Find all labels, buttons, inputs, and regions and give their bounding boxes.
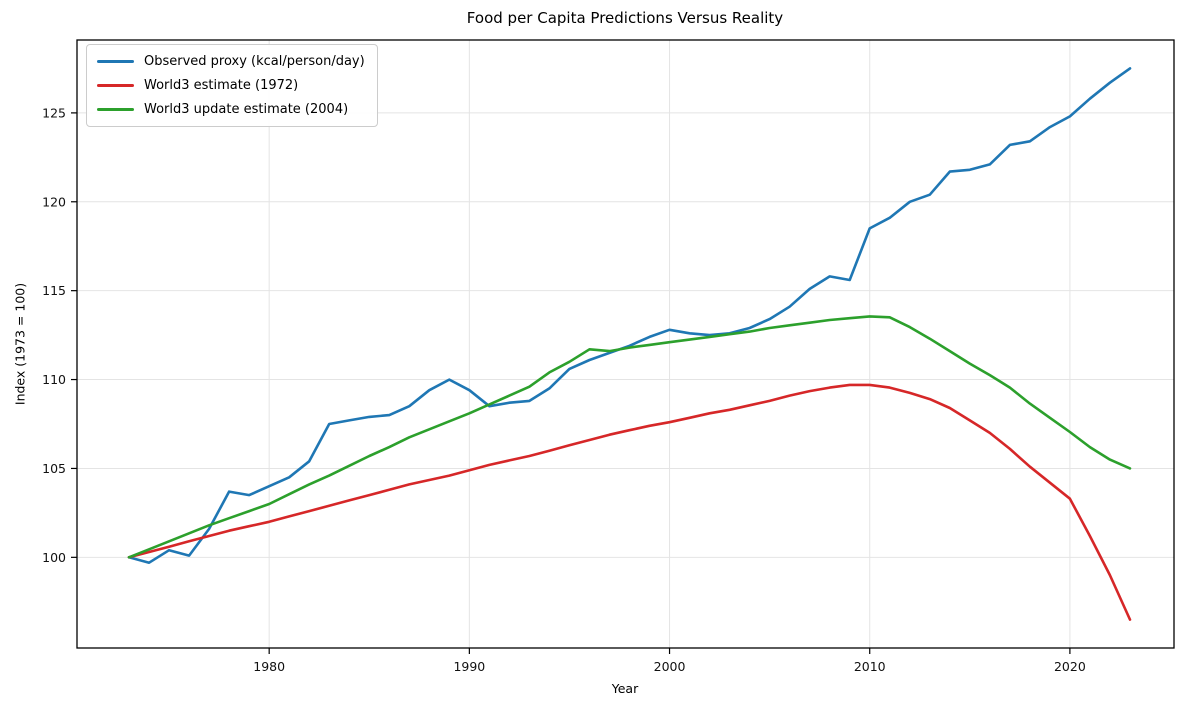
chart-title: Food per Capita Predictions Versus Reali… xyxy=(466,9,784,27)
y-tick-label: 115 xyxy=(42,283,66,298)
y-tick-label: 100 xyxy=(42,550,66,565)
y-tick-label: 125 xyxy=(42,105,66,120)
legend: Observed proxy (kcal/person/day) World3 … xyxy=(86,44,378,127)
legend-item: World3 estimate (1972) xyxy=(97,76,365,95)
x-axis-label: Year xyxy=(611,681,639,696)
x-tick-label: 1990 xyxy=(453,659,485,674)
legend-item: World3 update estimate (2004) xyxy=(97,100,365,119)
series-line-1 xyxy=(127,383,1132,621)
y-axis-label: Index (1973 = 100) xyxy=(12,282,28,406)
legend-label: World3 update estimate (2004) xyxy=(144,102,349,117)
x-tick-label: 2000 xyxy=(654,659,686,674)
x-tick-label: 2020 xyxy=(1054,659,1086,674)
legend-item: Observed proxy (kcal/person/day) xyxy=(97,52,365,71)
x-tick-label: 2010 xyxy=(854,659,886,674)
legend-label: Observed proxy (kcal/person/day) xyxy=(144,54,365,69)
legend-line-swatch-world3-1972 xyxy=(97,84,134,87)
y-tick-label: 110 xyxy=(42,372,66,387)
y-tick-label: 120 xyxy=(42,194,66,209)
series-line-2 xyxy=(127,315,1132,559)
series-line-0 xyxy=(127,67,1132,565)
legend-line-swatch-world3-2004 xyxy=(97,108,134,111)
x-tick-label: 1980 xyxy=(253,659,285,674)
legend-line-swatch-observed xyxy=(97,60,134,63)
plot-border xyxy=(76,39,1175,649)
y-tick-label: 105 xyxy=(42,461,66,476)
legend-label: World3 estimate (1972) xyxy=(144,78,299,93)
